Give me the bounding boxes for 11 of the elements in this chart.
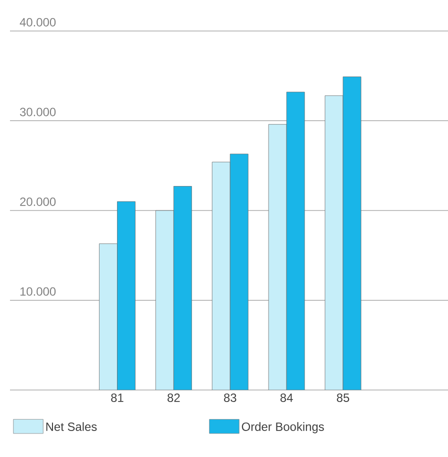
x-tick-label: 85 <box>336 394 350 402</box>
legend-label: Net Sales <box>46 422 97 431</box>
x-tick-label: 81 <box>111 394 124 402</box>
y-tick-label: 40.000 <box>20 18 56 26</box>
y-tick-label: 30.000 <box>20 108 56 116</box>
x-tick-label: 83 <box>224 394 236 402</box>
x-tick-label: 84 <box>280 394 293 402</box>
y-tick-label: 20.000 <box>20 198 56 206</box>
x-tick-label: 82 <box>168 394 180 402</box>
y-tick-label: 10.000 <box>20 287 56 296</box>
legend-label: Order Bookings <box>242 422 324 434</box>
